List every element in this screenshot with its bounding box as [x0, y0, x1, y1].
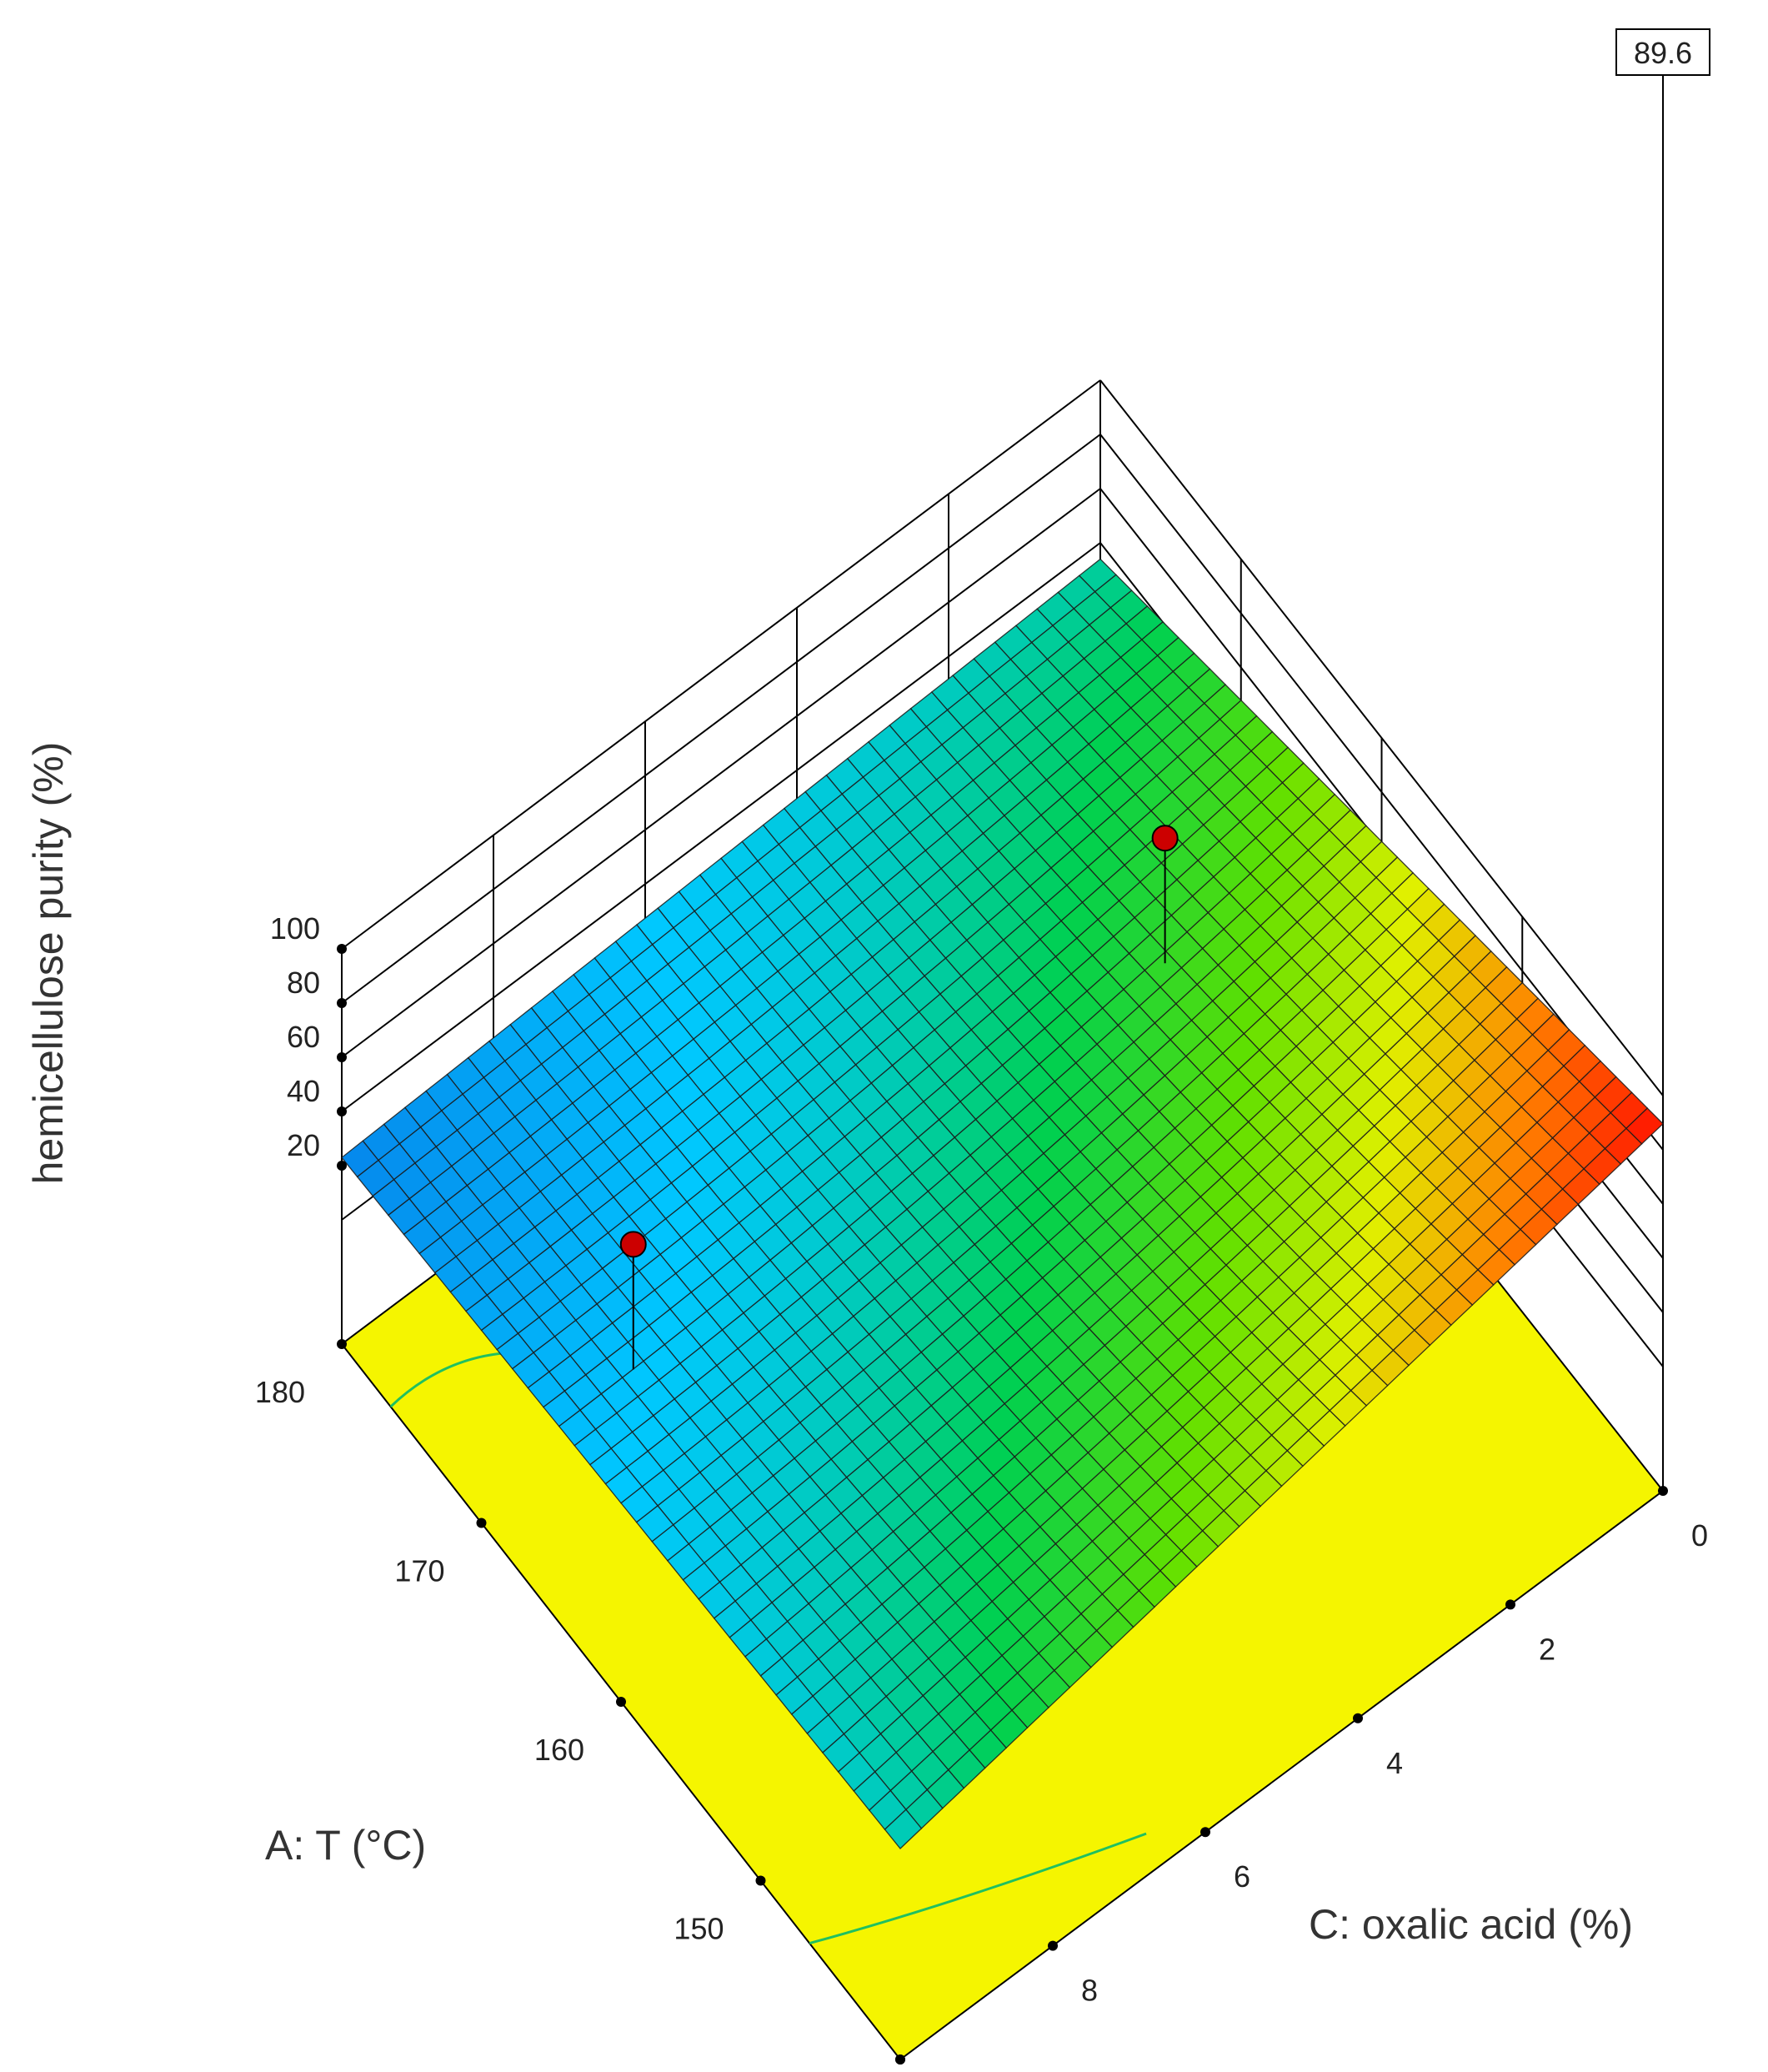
z-tick-mark: [337, 944, 347, 954]
y-tick-mark: [895, 2054, 905, 2064]
label-group: A: T (°C) C: oxalic acid (%) hemicellulo…: [25, 742, 1633, 1948]
points-group: [619, 825, 1179, 1370]
x-axis-title: A: T (°C): [265, 1822, 426, 1869]
design-point: [619, 1231, 647, 1258]
callout-group: 89.6: [1615, 28, 1710, 1096]
y-tick-mark: [1048, 1940, 1058, 1951]
y-tick-mark: [1200, 1827, 1210, 1838]
y-tick-label: 6: [1234, 1859, 1250, 1894]
y-tick-label: 2: [1539, 1632, 1555, 1666]
x-tick-mark: [337, 1339, 347, 1349]
surface-group: [341, 558, 1664, 1849]
z-tick-label: 60: [287, 1020, 320, 1054]
z-tick-label: 40: [287, 1074, 320, 1108]
grid-line: [341, 488, 1101, 1058]
x-tick-mark: [755, 1875, 766, 1886]
grid-line: [341, 434, 1101, 1004]
z-tick-mark: [337, 1052, 347, 1062]
x-tick-label: 160: [534, 1733, 584, 1767]
y-axis-title: C: oxalic acid (%): [1309, 1901, 1633, 1948]
y-tick-mark: [1658, 1486, 1668, 1496]
y-tick-label: 4: [1386, 1746, 1403, 1780]
y-tick-label: 8: [1081, 1974, 1098, 2008]
z-tick-mark: [337, 1161, 347, 1171]
grid-line: [341, 379, 1101, 950]
max-value-label: 89.6: [1634, 36, 1692, 70]
x-tick-mark: [616, 1697, 626, 1707]
x-tick-label: 150: [674, 1912, 724, 1946]
design-point: [1151, 825, 1179, 852]
surface-patch: [341, 1140, 379, 1178]
x-tick-mark: [476, 1518, 487, 1528]
z-tick-label: 20: [287, 1128, 320, 1162]
z-tick-label: 80: [287, 966, 320, 1000]
x-tick-label: 180: [255, 1375, 305, 1409]
grid-line: [341, 542, 1101, 1112]
floor-contour: [809, 1832, 1147, 1945]
z-axis-title: hemicellulose purity (%): [25, 742, 72, 1185]
y-tick-mark: [1505, 1599, 1515, 1610]
axis-group: 204060801001401501601701800246810: [255, 911, 1708, 2064]
callout-box: [1615, 28, 1710, 76]
y-tick-mark: [1353, 1713, 1363, 1723]
z-tick-mark: [337, 1106, 347, 1116]
grid-line: [1099, 379, 1664, 1096]
x-tick-label: 170: [394, 1554, 444, 1588]
z-tick-label: 100: [270, 911, 320, 946]
z-tick-mark: [337, 998, 347, 1008]
y-tick-label: 0: [1691, 1518, 1708, 1553]
